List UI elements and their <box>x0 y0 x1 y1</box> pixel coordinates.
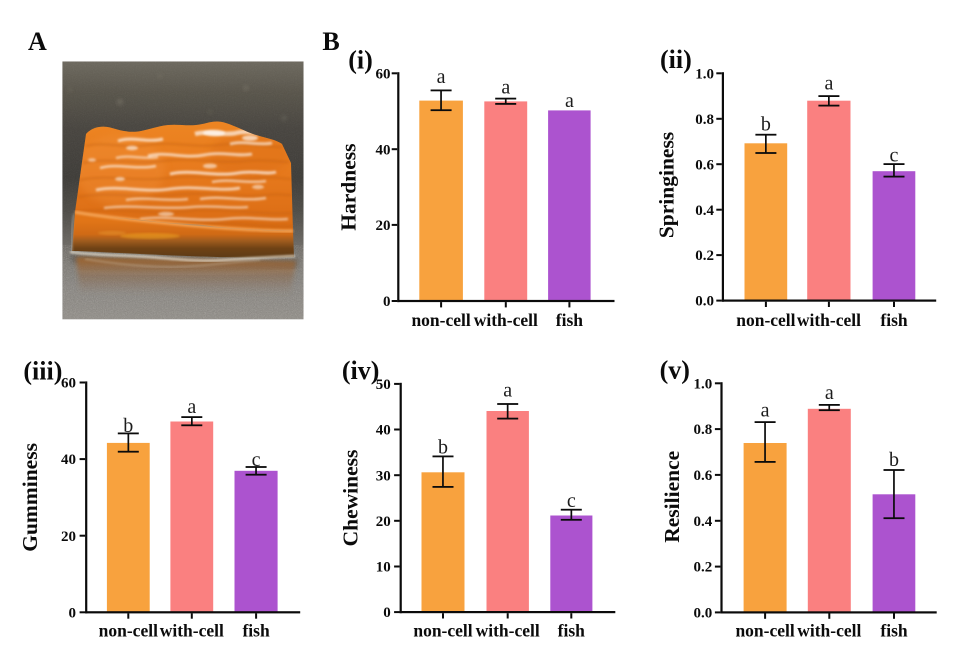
svg-text:1.0: 1.0 <box>693 376 712 392</box>
svg-text:0.6: 0.6 <box>693 468 712 484</box>
svg-text:Hardness: Hardness <box>337 143 361 230</box>
svg-text:20: 20 <box>376 514 391 530</box>
svg-text:40: 40 <box>61 452 76 468</box>
svg-text:b: b <box>438 436 448 458</box>
svg-text:non-cell: non-cell <box>411 310 470 330</box>
svg-text:a: a <box>437 66 446 88</box>
svg-text:with-cell: with-cell <box>160 621 224 641</box>
svg-text:40: 40 <box>376 423 391 439</box>
svg-text:b: b <box>761 113 771 135</box>
svg-text:0: 0 <box>69 605 77 621</box>
svg-text:0.0: 0.0 <box>695 294 714 310</box>
svg-text:b: b <box>123 415 133 437</box>
svg-text:c: c <box>890 145 899 167</box>
svg-text:20: 20 <box>376 218 391 234</box>
svg-text:with-cell: with-cell <box>797 621 861 641</box>
svg-text:Springiness: Springiness <box>655 132 679 238</box>
svg-text:with-cell: with-cell <box>474 310 538 330</box>
svg-text:Gumminess: Gumminess <box>18 443 42 552</box>
svg-text:a: a <box>565 90 574 112</box>
svg-text:non-cell: non-cell <box>413 621 472 641</box>
svg-text:0.2: 0.2 <box>693 560 712 576</box>
svg-text:a: a <box>824 72 833 94</box>
svg-text:0.4: 0.4 <box>695 203 714 219</box>
svg-text:60: 60 <box>376 66 391 82</box>
svg-text:fish: fish <box>558 621 586 641</box>
svg-text:0: 0 <box>383 294 391 310</box>
svg-text:non-cell: non-cell <box>735 621 794 641</box>
svg-text:b: b <box>889 449 899 471</box>
svg-text:50: 50 <box>376 377 391 393</box>
svg-text:0.8: 0.8 <box>695 112 714 128</box>
svg-text:40: 40 <box>376 142 391 158</box>
svg-text:fish: fish <box>880 310 908 330</box>
svg-text:0.4: 0.4 <box>693 514 712 530</box>
svg-text:fish: fish <box>242 621 270 641</box>
svg-text:(iii): (iii) <box>23 356 62 385</box>
svg-text:30: 30 <box>376 468 391 484</box>
svg-text:c: c <box>252 449 261 471</box>
svg-text:fish: fish <box>556 310 584 330</box>
svg-text:(v): (v) <box>660 356 690 385</box>
svg-text:fish: fish <box>880 621 908 641</box>
svg-text:a: a <box>825 382 834 404</box>
svg-text:with-cell: with-cell <box>797 310 861 330</box>
svg-text:c: c <box>567 490 576 512</box>
svg-text:Chewiness: Chewiness <box>339 450 363 547</box>
svg-text:Resilience: Resilience <box>660 451 684 543</box>
svg-text:A: A <box>28 27 47 56</box>
svg-text:0.8: 0.8 <box>693 422 712 438</box>
svg-text:60: 60 <box>61 376 76 392</box>
svg-text:a: a <box>503 380 512 402</box>
svg-text:1.0: 1.0 <box>695 66 714 82</box>
svg-text:(i): (i) <box>348 45 373 74</box>
svg-text:20: 20 <box>61 529 76 545</box>
svg-text:0.0: 0.0 <box>693 606 712 622</box>
svg-text:a: a <box>501 77 510 99</box>
svg-text:10: 10 <box>376 560 391 576</box>
svg-text:0.2: 0.2 <box>695 248 714 264</box>
svg-text:with-cell: with-cell <box>476 621 540 641</box>
svg-text:a: a <box>187 396 196 418</box>
svg-text:non-cell: non-cell <box>99 621 158 641</box>
svg-text:B: B <box>322 27 339 56</box>
svg-text:0: 0 <box>383 605 391 621</box>
svg-text:non-cell: non-cell <box>736 310 795 330</box>
svg-text:(iv): (iv) <box>342 356 380 385</box>
svg-text:0.6: 0.6 <box>695 157 714 173</box>
svg-text:(ii): (ii) <box>660 45 692 74</box>
svg-text:a: a <box>761 400 770 422</box>
